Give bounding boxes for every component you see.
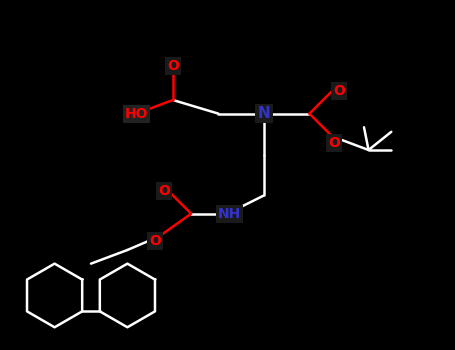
Text: NH: NH [218,206,242,220]
Text: O: O [158,184,170,198]
Text: HO: HO [125,107,148,121]
Text: N: N [258,106,270,121]
Text: O: O [149,234,161,248]
Text: O: O [167,59,179,73]
Text: O: O [329,136,340,150]
Text: O: O [333,84,345,98]
